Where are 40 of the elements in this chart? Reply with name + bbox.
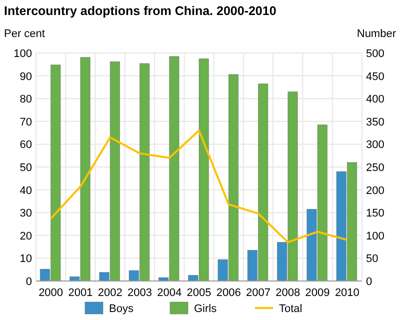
x-tick-label: 2010 [334,287,360,299]
y-axis-title: Per cent [4,28,45,40]
y2-tick-label: 250 [366,162,384,174]
y-tick-label: 90 [20,70,32,83]
y2-tick-label: 0 [366,276,372,288]
y2-tick-label: 400 [366,94,384,106]
y-tick-label: 60 [20,139,32,152]
x-tick-label: 2003 [127,287,152,299]
y-tick-label: 20 [20,230,32,242]
x-tick-label: 2009 [305,287,330,299]
y2-tick-label: 100 [366,230,384,242]
y2-tick-label: 450 [366,70,384,83]
x-tick-label: 2007 [246,287,271,299]
x-tick-label: 2002 [98,287,122,299]
y2-tick-label: 150 [366,208,384,220]
y-tick-label: 0 [26,276,32,288]
legend-label: Girls [194,303,218,315]
x-tick-label: 2001 [68,287,93,299]
y2-tick-label: 200 [366,184,384,197]
chart-title: Intercountry adoptions from China. 2000-2010 [4,4,276,18]
y2-tick-label: 500 [366,48,384,60]
y-tick-label: 80 [20,94,32,106]
y2-tick-label: 50 [366,253,378,266]
x-tick-label: 2004 [157,287,182,299]
x-tick-label: 2006 [216,287,241,299]
y2-tick-label: 350 [366,116,384,128]
x-tick-label: 2000 [38,287,64,299]
legend-label: Boys [109,303,134,315]
y2-axis-title: Number [356,28,396,40]
y-tick-label: 30 [20,208,32,220]
y2-tick-label: 300 [366,139,384,152]
y-tick-label: 70 [20,116,32,128]
x-tick-label: 2005 [186,287,212,299]
legend-label: Total [279,303,302,315]
x-tick-label: 2008 [276,287,300,299]
y-tick-label: 10 [20,253,32,266]
y-tick-label: 100 [14,48,32,60]
line-series [50,130,348,244]
y-tick-label: 50 [20,162,32,174]
y-tick-label: 40 [20,184,32,197]
